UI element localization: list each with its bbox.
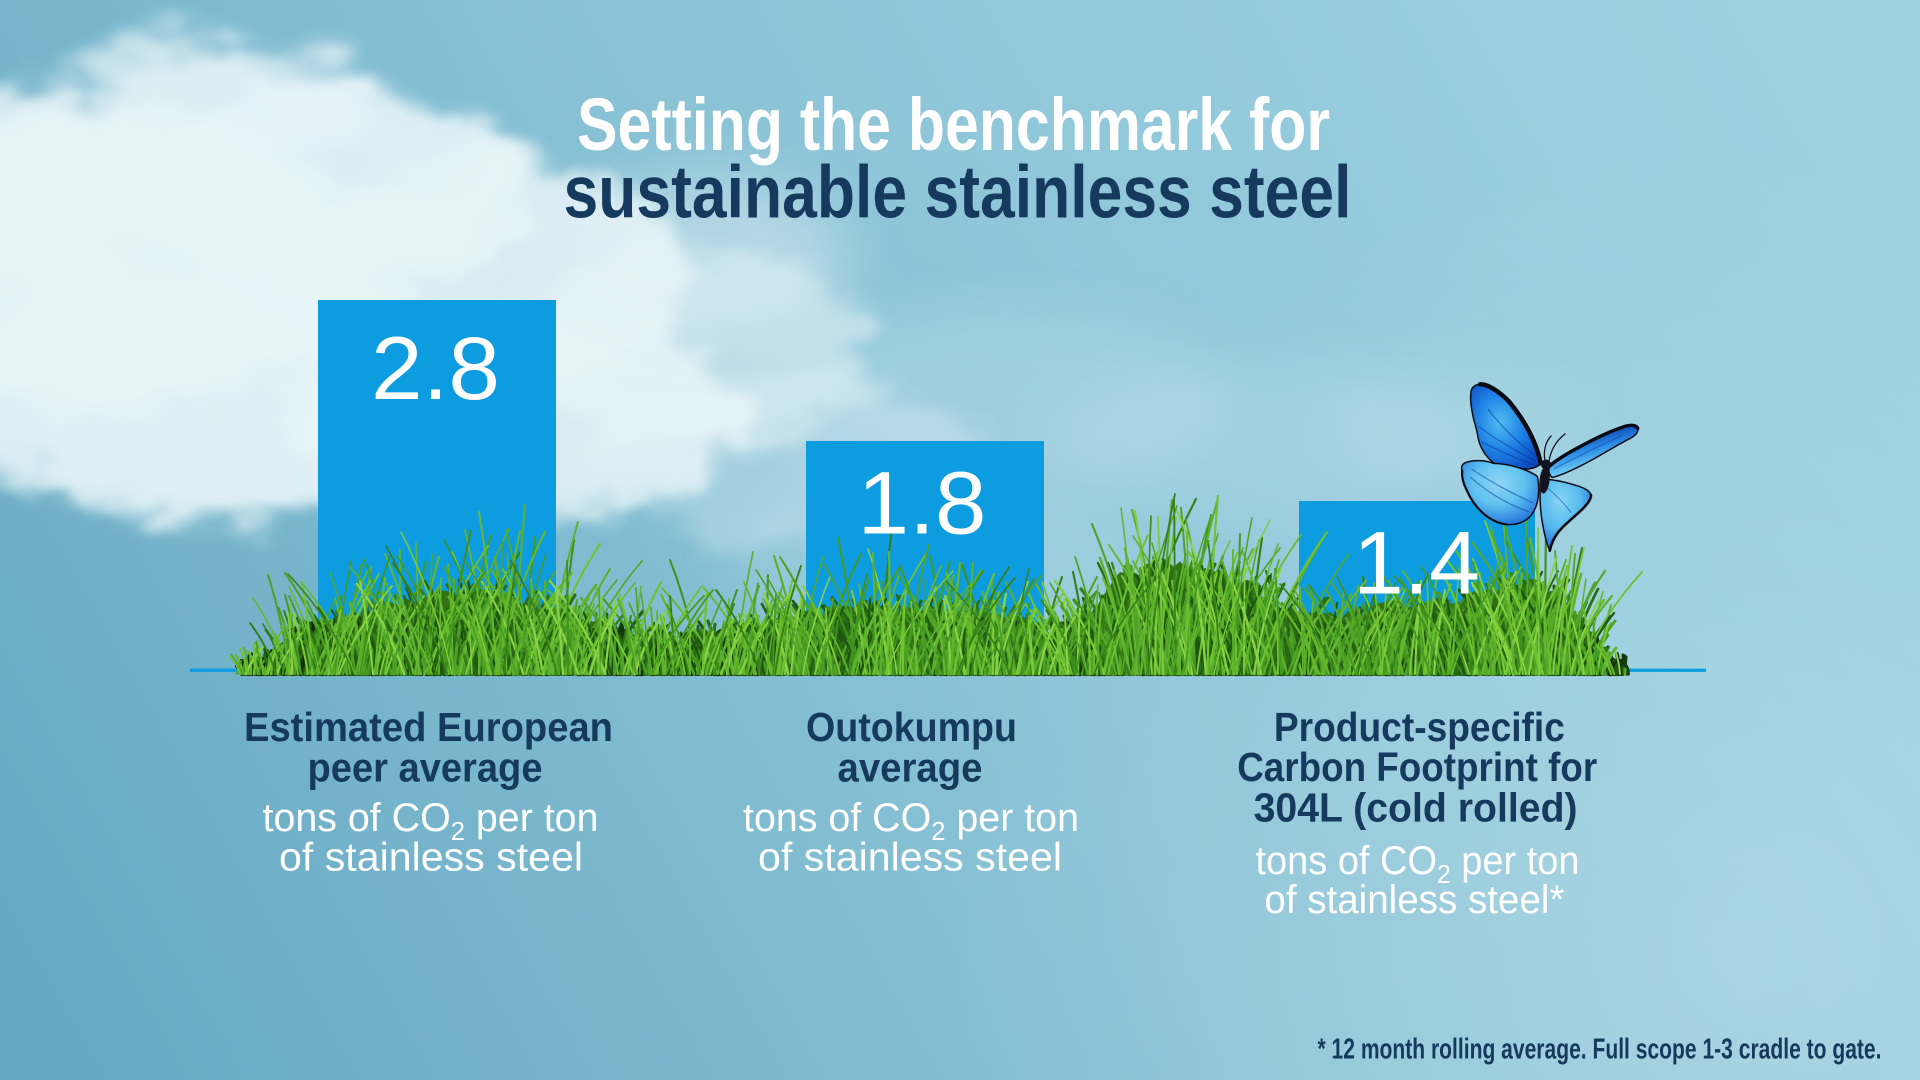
svg-text:of stainless steel: of stainless steel <box>758 836 1062 880</box>
svg-text:of stainless steel*: of stainless steel* <box>1264 878 1564 922</box>
svg-text:tons of CO2 per ton: tons of CO2 per ton <box>1256 839 1580 889</box>
svg-text:Carbon Footprint for: Carbon Footprint for <box>1237 744 1597 790</box>
svg-text:tons of CO2 per ton: tons of CO2 per ton <box>263 796 599 846</box>
svg-text:* 12 month rolling average. Fu: * 12 month rolling average. Full scope 1… <box>1318 1033 1882 1065</box>
svg-text:2.8: 2.8 <box>371 318 500 418</box>
svg-text:sustainable stainless steel: sustainable stainless steel <box>564 151 1352 234</box>
svg-text:1.4: 1.4 <box>1353 513 1480 613</box>
svg-text:1.8: 1.8 <box>858 452 987 552</box>
svg-text:Product-specific: Product-specific <box>1274 704 1565 750</box>
svg-text:tons of CO2 per ton: tons of CO2 per ton <box>743 796 1079 846</box>
svg-text:average: average <box>838 745 983 791</box>
svg-text:304L (cold rolled): 304L (cold rolled) <box>1254 785 1578 831</box>
svg-text:Estimated European: Estimated European <box>244 704 613 750</box>
svg-text:Setting the benchmark for: Setting the benchmark for <box>577 83 1330 166</box>
svg-text:peer average: peer average <box>308 745 543 791</box>
svg-text:Outokumpu: Outokumpu <box>806 704 1017 750</box>
svg-text:of stainless steel: of stainless steel <box>279 836 583 880</box>
